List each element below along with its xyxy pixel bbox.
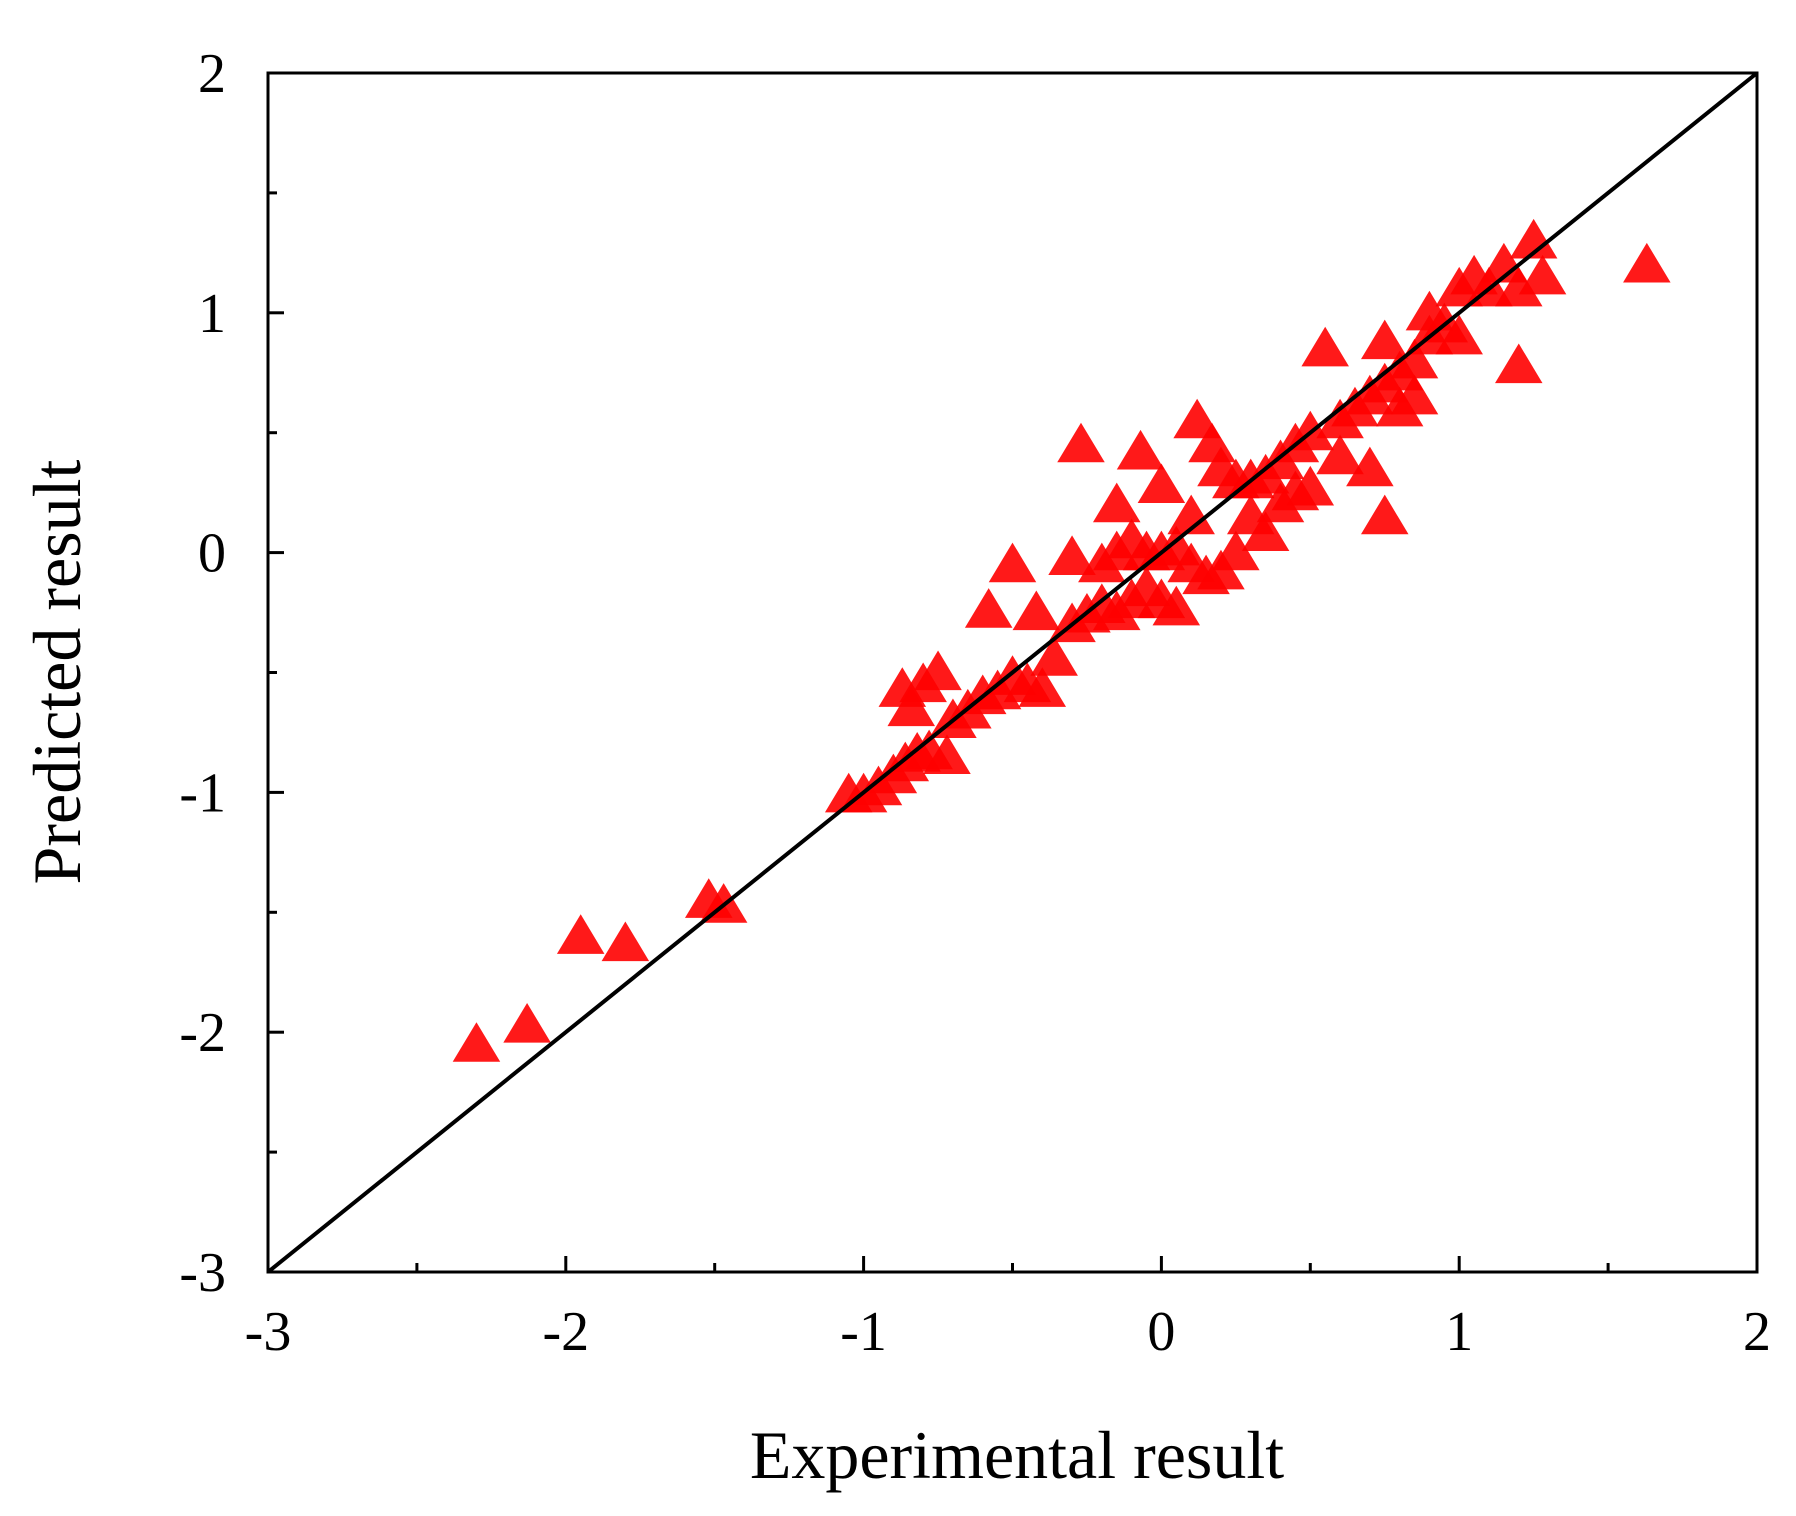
data-point <box>1152 585 1201 626</box>
data-point <box>1116 429 1165 470</box>
data-point <box>1167 494 1215 535</box>
data-point <box>1286 465 1335 506</box>
data-point <box>1405 290 1454 331</box>
x-tick-label: -2 <box>542 1301 589 1363</box>
reference-line-layer <box>266 71 1759 1274</box>
data-point <box>1623 242 1671 283</box>
y-tick-label: 2 <box>198 43 226 105</box>
x-tick-label: 0 <box>1147 1301 1175 1363</box>
y-tick-label: -3 <box>179 1242 226 1304</box>
y-axis-label: Predicted result <box>19 459 95 884</box>
data-point <box>1495 266 1543 307</box>
x-axis-label: Experimental result <box>750 1417 1284 1493</box>
data-point <box>452 1022 501 1062</box>
data-point <box>1012 590 1061 631</box>
data-point <box>503 1003 551 1043</box>
y-tick-label: 1 <box>198 283 226 345</box>
y-tick-labels: -3 -2 -1 0 1 2 <box>179 43 226 1304</box>
data-point <box>1092 482 1141 523</box>
y-tick-label: -1 <box>179 762 226 824</box>
data-point <box>1518 254 1567 295</box>
data-point <box>1495 343 1543 384</box>
data-point <box>556 914 605 954</box>
reference-line <box>266 71 1759 1274</box>
x-tick-label: 1 <box>1445 1301 1473 1363</box>
x-tick-labels: -3 -2 -1 0 1 2 <box>245 1301 1771 1363</box>
data-point <box>887 686 936 727</box>
data-point <box>914 650 962 691</box>
data-point <box>1360 494 1409 535</box>
y-tick-label: 0 <box>198 523 226 585</box>
data-point <box>1057 422 1105 463</box>
data-point <box>1241 511 1290 552</box>
data-point <box>1316 434 1364 475</box>
data-point <box>1346 446 1394 487</box>
data-point <box>1048 535 1096 575</box>
data-points <box>452 218 1671 1062</box>
data-point <box>1301 326 1349 367</box>
data-point <box>1390 374 1439 415</box>
x-tick-label: -1 <box>840 1301 887 1363</box>
x-tick-label: 2 <box>1743 1301 1771 1363</box>
data-point <box>988 542 1037 583</box>
data-point <box>1390 338 1439 379</box>
data-point <box>1212 530 1260 571</box>
data-point <box>1435 314 1483 355</box>
data-point <box>601 921 650 962</box>
y-tick-label: -2 <box>179 1002 226 1064</box>
data-point <box>964 588 1013 628</box>
data-point <box>923 734 971 775</box>
x-tick-label: -3 <box>245 1301 292 1363</box>
data-point <box>1018 667 1067 707</box>
data-point <box>1360 319 1409 360</box>
data-point <box>1509 218 1558 259</box>
data-point <box>1030 636 1078 676</box>
data-point <box>1137 463 1186 504</box>
